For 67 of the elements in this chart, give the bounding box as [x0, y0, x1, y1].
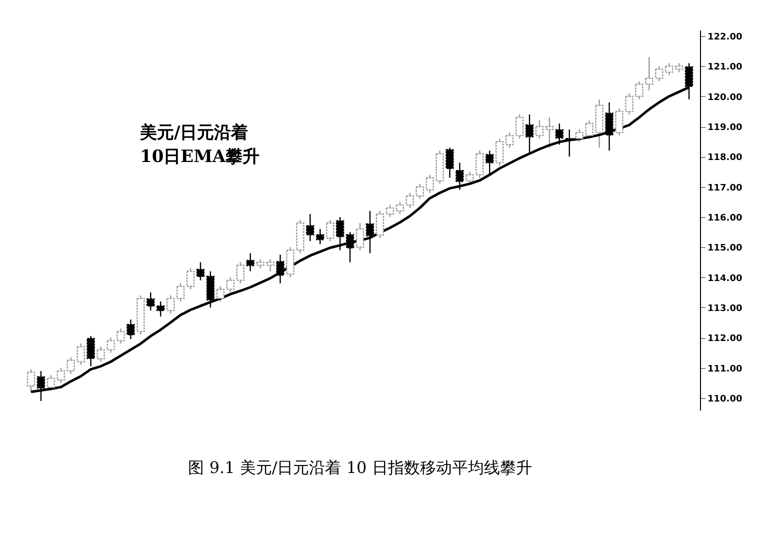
y-tick-label: 110.00 — [708, 394, 742, 404]
candlestick — [236, 262, 244, 284]
candlestick — [96, 346, 105, 362]
candlestick — [116, 328, 125, 344]
candlestick — [366, 210, 374, 254]
candlestick — [535, 120, 544, 140]
candlestick — [56, 367, 65, 384]
candlestick — [625, 92, 634, 116]
candlestick — [196, 262, 205, 281]
candlestick — [545, 116, 554, 148]
candlestick — [495, 138, 504, 166]
candlestick — [206, 270, 215, 308]
candlestick — [456, 162, 464, 190]
candlestick — [645, 56, 654, 91]
candlestick — [46, 374, 56, 391]
candlestick — [276, 254, 284, 284]
candlestick — [356, 222, 364, 251]
candlestick — [346, 231, 354, 263]
candlestick — [555, 122, 564, 146]
candlestick — [246, 252, 254, 272]
candlestick — [505, 132, 514, 148]
y-tick-label: 114.00 — [708, 274, 742, 284]
y-tick-label: 113.00 — [708, 304, 742, 314]
candlestick — [26, 368, 36, 393]
candlestick — [476, 150, 484, 178]
candlestick — [406, 192, 414, 209]
candlestick — [226, 276, 234, 293]
candlestick — [386, 204, 394, 218]
y-tick-label: 116.00 — [708, 213, 742, 224]
candlestick — [635, 80, 644, 100]
candlestick — [186, 268, 195, 290]
candlestick — [126, 318, 135, 340]
y-tick-label: 111.00 — [708, 364, 742, 374]
candlestick — [316, 228, 324, 245]
candlestick — [336, 216, 344, 251]
candlestick — [306, 213, 314, 242]
y-tick-label: 118.00 — [708, 153, 742, 164]
candlestick — [146, 292, 155, 312]
candlestick — [86, 336, 95, 367]
candlestick — [216, 286, 225, 302]
candlestick — [515, 114, 524, 140]
candlestick — [615, 108, 624, 136]
y-tick-label: 121.00 — [708, 62, 742, 73]
candlestick — [674, 62, 684, 73]
candlestick — [486, 150, 494, 176]
candlestick — [466, 171, 474, 184]
candlestick — [396, 201, 404, 215]
y-tick-label: 119.00 — [708, 123, 742, 134]
candlestick — [176, 282, 185, 302]
y-tick-label: 112.00 — [708, 334, 742, 344]
candlestick — [156, 300, 165, 318]
text: 图 9.1 美元/日元沿着 10 日指数移动平均线攀升 — [188, 458, 532, 477]
candlestick — [446, 147, 454, 178]
y-tick-label: 120.00 — [708, 92, 742, 103]
annotation: 美元/日元沿着 10日EMA攀升 — [139, 123, 260, 167]
candlestick — [655, 66, 664, 82]
candlestick — [326, 219, 334, 242]
candlestick — [376, 210, 384, 239]
candlestick — [525, 114, 534, 154]
y-tick-label: 117.00 — [708, 183, 742, 194]
y-tick-label: 122.00 — [708, 32, 742, 43]
candlestick — [664, 62, 674, 76]
y-tick-label: 115.00 — [708, 244, 742, 254]
candlestick — [565, 128, 574, 158]
candlestick — [605, 102, 614, 152]
candlestick — [166, 294, 175, 314]
candlestick — [106, 337, 115, 354]
